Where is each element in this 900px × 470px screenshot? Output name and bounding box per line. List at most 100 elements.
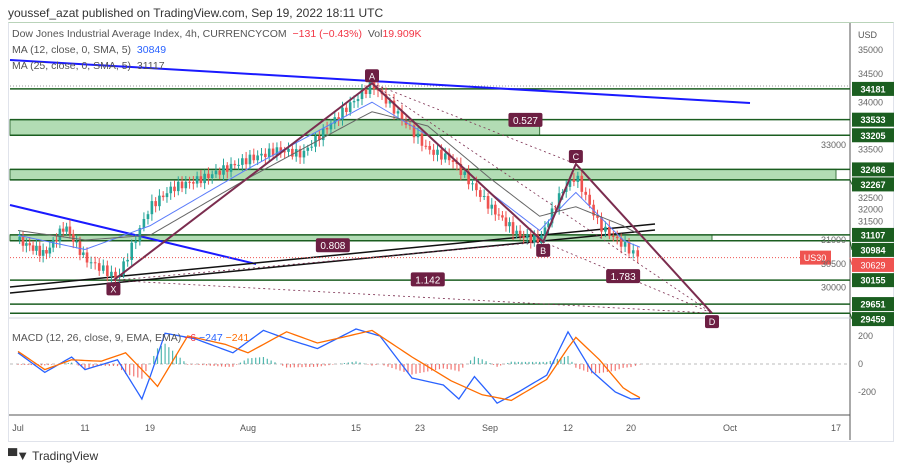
y-tick-label: 32500 xyxy=(858,193,883,203)
candle-body xyxy=(384,94,388,104)
candle-body xyxy=(264,153,267,158)
y-tick-label: 33500 xyxy=(858,144,883,154)
candle-body xyxy=(68,226,72,234)
candle-body xyxy=(233,163,237,166)
candle-body xyxy=(41,250,45,256)
candle-body xyxy=(504,217,508,227)
candle-body xyxy=(252,154,256,161)
candle-body xyxy=(244,158,248,165)
level-label: 34181 xyxy=(860,84,885,94)
harmonic-ratio-line xyxy=(371,82,713,314)
candle-body xyxy=(302,150,306,158)
candle-body xyxy=(85,252,89,263)
macd-y-tick: 200 xyxy=(858,331,873,341)
candle-body xyxy=(364,89,368,95)
candle-body xyxy=(522,236,525,238)
candle-body xyxy=(501,215,504,218)
y-tick-label: 33000 xyxy=(821,140,846,150)
y-tick-label: 34500 xyxy=(858,69,883,79)
candle-body xyxy=(482,195,486,197)
level-label: 33533 xyxy=(860,115,885,125)
level-label: 32267 xyxy=(860,180,885,190)
candle-body xyxy=(329,123,333,130)
candle-body xyxy=(440,149,443,160)
support-resistance-zone xyxy=(9,168,837,181)
level-badge xyxy=(852,312,894,327)
candle-body xyxy=(271,148,275,156)
candle-body xyxy=(218,170,222,175)
x-tick-label: 11 xyxy=(80,423,89,433)
candle-body xyxy=(318,136,321,141)
candle-body xyxy=(627,242,631,254)
level-label: 30155 xyxy=(860,276,885,286)
candle-body xyxy=(588,194,591,205)
ma25-line xyxy=(17,111,641,241)
ma25-label: MA (25, close, 0, SMA, 5) xyxy=(12,60,132,72)
candle-body xyxy=(543,227,547,236)
candle-body xyxy=(631,250,635,254)
candle-body xyxy=(237,164,240,166)
candle-body xyxy=(447,153,451,161)
x-tick-label: Jul xyxy=(12,423,24,433)
candle-body xyxy=(291,148,294,157)
harmonic-point-marker xyxy=(536,243,551,257)
candle-body xyxy=(554,208,557,210)
candle-body xyxy=(568,179,572,187)
level-badge xyxy=(852,242,894,257)
ma25-value: 31117 xyxy=(136,60,165,72)
candle-body xyxy=(619,238,623,247)
y-tick-label: 30500 xyxy=(821,259,846,269)
candle-body xyxy=(608,226,611,236)
candle-body xyxy=(51,239,55,248)
candle-body xyxy=(463,171,467,175)
candle-body xyxy=(636,250,640,257)
ma12-legend[interactable]: MA (12, close, 0, SMA, 5) 30849 xyxy=(12,44,166,56)
macd-y-tick: -200 xyxy=(858,387,876,397)
candle-body xyxy=(89,262,93,264)
candle-body xyxy=(508,222,511,227)
candle-body xyxy=(623,242,627,247)
candle-body xyxy=(126,259,129,262)
candle-body xyxy=(325,128,329,130)
candle-body xyxy=(199,176,203,184)
change-value: −131 (−0.43%) xyxy=(292,28,362,40)
harmonic-point-label: D xyxy=(709,317,716,327)
candle-body xyxy=(604,226,607,232)
candle-body xyxy=(443,153,447,160)
candle-body xyxy=(584,191,588,195)
tradingview-logo[interactable]: ▀▼ TradingView xyxy=(8,448,98,463)
candle-body xyxy=(511,222,515,234)
candle-body xyxy=(611,235,615,237)
candle-body xyxy=(478,190,482,197)
candle-body xyxy=(31,245,35,251)
candle-body xyxy=(333,117,337,124)
candle-body xyxy=(222,165,225,175)
candle-body xyxy=(55,239,58,242)
macd-y-tick: 0 xyxy=(858,359,863,369)
y-tick-label: 31500 xyxy=(858,216,883,226)
candle-body xyxy=(130,242,134,260)
candle-body xyxy=(134,240,138,243)
ratio-badge xyxy=(606,269,641,284)
candle-body xyxy=(101,265,105,271)
candle-body xyxy=(529,234,533,243)
candle-body xyxy=(572,179,576,182)
current-price-badge xyxy=(852,257,894,272)
harmonic-point-label: A xyxy=(369,71,375,81)
x-tick-label: Oct xyxy=(723,423,738,433)
macd-legend[interactable]: MACD (12, 26, close, 9, EMA, EMA) −6 −24… xyxy=(12,332,249,344)
candle-body xyxy=(75,241,78,243)
ma25-legend[interactable]: MA (25, close, 0, SMA, 5) 31117 xyxy=(12,60,165,72)
candle-body xyxy=(207,173,210,179)
candle-body xyxy=(467,171,470,185)
ratio-label: 1.783 xyxy=(611,272,636,283)
candle-body xyxy=(341,107,344,120)
candle-body xyxy=(596,215,599,218)
level-badge xyxy=(852,112,894,127)
candle-body xyxy=(106,265,109,277)
candle-body xyxy=(180,181,184,189)
ratio-label: 0.527 xyxy=(513,116,538,127)
level-badge xyxy=(852,273,894,288)
candle-body xyxy=(188,181,191,183)
